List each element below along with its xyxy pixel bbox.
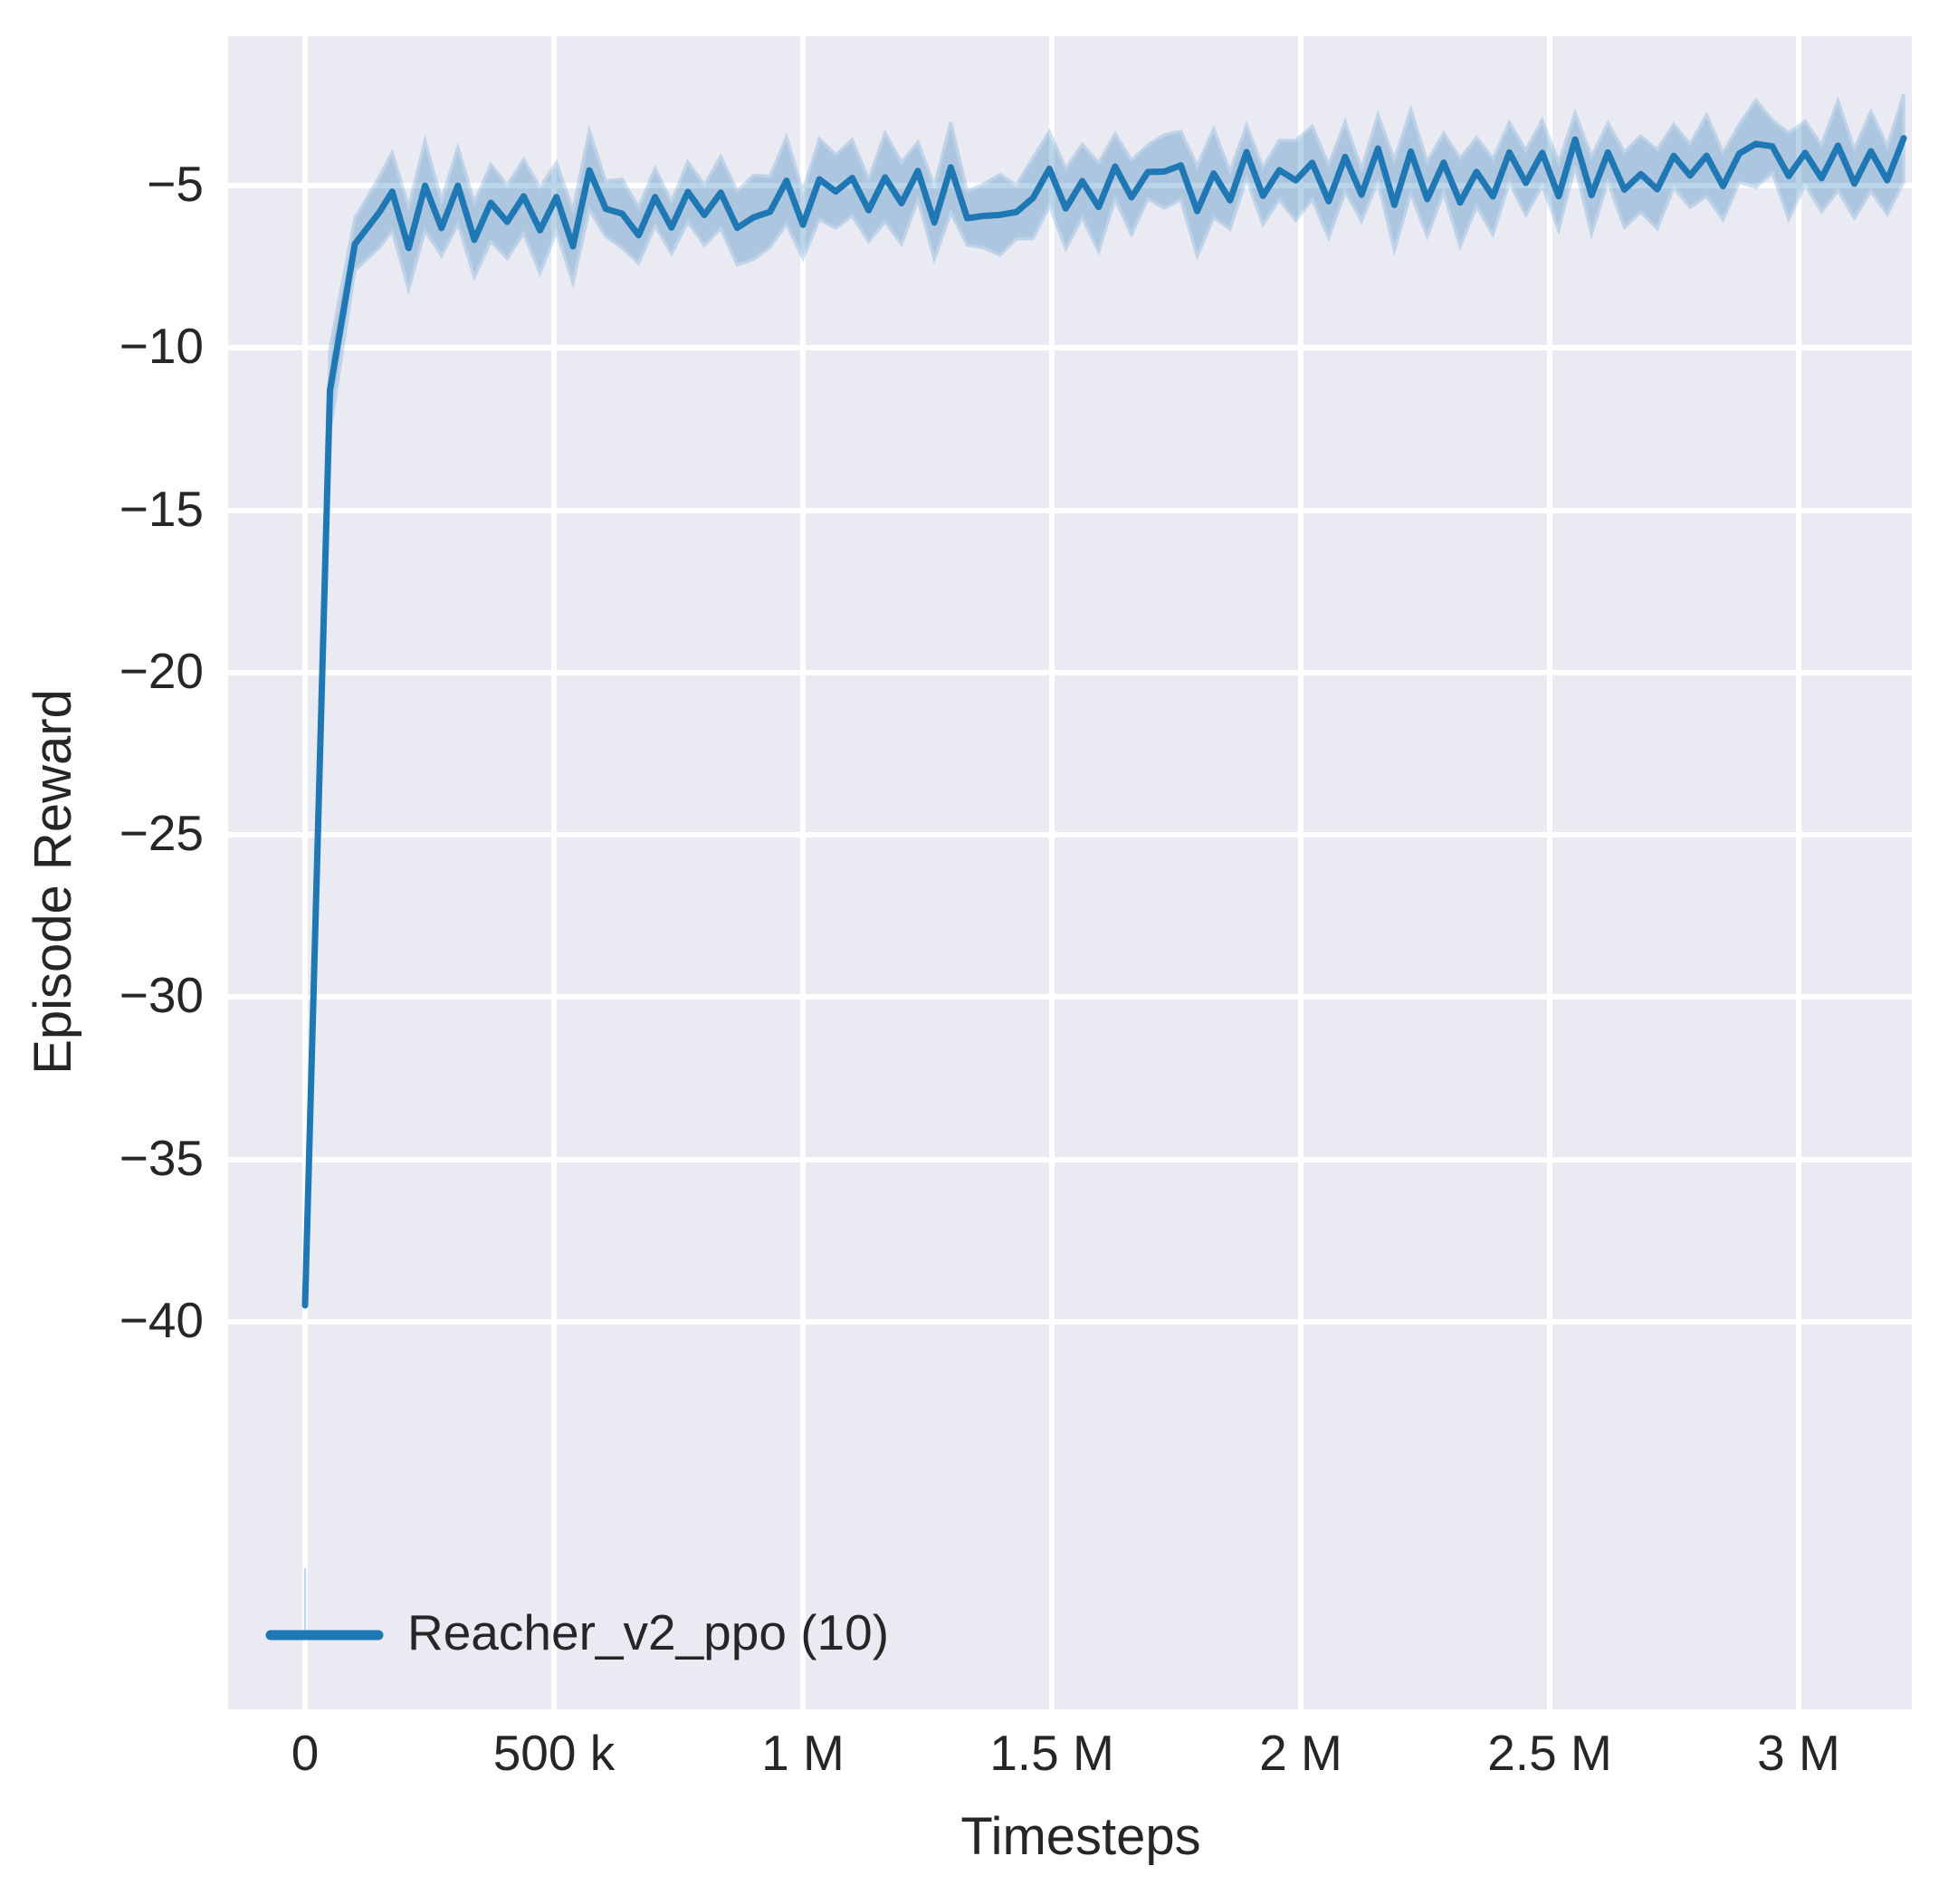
svg-text:Episode Reward: Episode Reward bbox=[24, 689, 82, 1075]
svg-text:Reacher_v2_ppo (10): Reacher_v2_ppo (10) bbox=[407, 1604, 889, 1660]
svg-text:Timesteps: Timesteps bbox=[960, 1807, 1200, 1866]
svg-text:0: 0 bbox=[291, 1725, 320, 1781]
svg-text:1.5 M: 1.5 M bbox=[989, 1725, 1114, 1781]
svg-text:1 M: 1 M bbox=[761, 1725, 845, 1781]
svg-text:−40: −40 bbox=[119, 1292, 204, 1348]
svg-text:2.5 M: 2.5 M bbox=[1487, 1725, 1612, 1781]
svg-text:−20: −20 bbox=[119, 643, 204, 699]
svg-text:500 k: 500 k bbox=[493, 1725, 616, 1781]
svg-text:−15: −15 bbox=[119, 481, 204, 537]
svg-text:−35: −35 bbox=[119, 1130, 204, 1186]
svg-text:−5: −5 bbox=[147, 156, 204, 212]
svg-text:−10: −10 bbox=[119, 318, 204, 374]
svg-text:3 M: 3 M bbox=[1757, 1725, 1840, 1781]
svg-text:−30: −30 bbox=[119, 967, 204, 1023]
svg-text:−25: −25 bbox=[119, 805, 204, 861]
svg-text:2 M: 2 M bbox=[1259, 1725, 1342, 1781]
